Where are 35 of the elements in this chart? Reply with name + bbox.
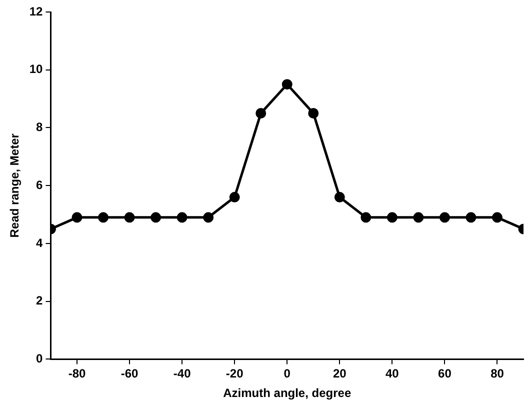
point	[229, 192, 240, 202]
x-tick-label: 0	[284, 366, 291, 381]
point	[203, 212, 214, 223]
x-tick-label: -60	[120, 366, 139, 381]
x-tick-label: -20	[226, 366, 244, 381]
point	[492, 212, 502, 223]
x-tick-label: -80	[68, 366, 86, 381]
point	[282, 79, 292, 90]
point	[98, 212, 109, 223]
point	[72, 212, 82, 223]
x-axis-title: Azimuth angle, degree	[223, 386, 352, 400]
x-tick-label: 20	[332, 366, 347, 381]
point	[413, 212, 424, 223]
x-tick-label: 40	[386, 366, 400, 381]
x-tick-label: 80	[490, 366, 504, 381]
y-tick-label: 12	[29, 4, 44, 18]
x-tick-label: -40	[173, 366, 192, 381]
point	[466, 212, 476, 223]
y-tick-label: 0	[36, 352, 44, 366]
y-axis-title: Read range, Meter	[8, 133, 22, 238]
point	[256, 108, 266, 119]
y-tick-label: 4	[36, 236, 44, 250]
point	[176, 212, 188, 223]
point	[439, 212, 450, 223]
x-tick-label: 60	[438, 366, 452, 381]
point	[360, 212, 372, 223]
point	[334, 192, 345, 202]
point	[124, 212, 135, 223]
y-tick-label: 6	[36, 178, 44, 192]
point	[386, 212, 398, 223]
point	[308, 108, 319, 119]
y-tick-label: 8	[36, 120, 44, 134]
point	[150, 212, 162, 223]
y-tick-label: 10	[29, 62, 44, 76]
y-tick-label: 2	[36, 294, 44, 308]
